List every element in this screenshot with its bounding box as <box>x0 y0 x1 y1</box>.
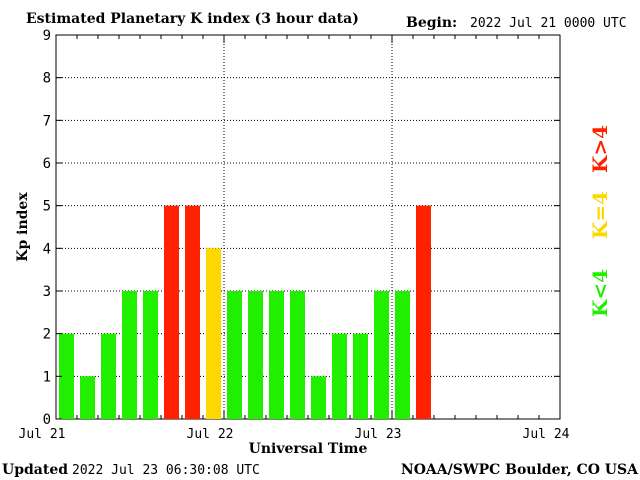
kp-bar <box>353 333 368 419</box>
x-tick-label: Jul 24 <box>523 427 570 442</box>
kp-bar <box>59 333 74 419</box>
kp-bar <box>206 248 221 419</box>
y-tick-label: 4 <box>43 241 51 257</box>
kp-bar <box>164 205 179 419</box>
kp-bar <box>416 205 431 419</box>
kp-bar <box>185 205 200 419</box>
x-axis-label: Universal Time <box>249 441 368 457</box>
kp-bar <box>143 291 158 419</box>
kp-bar <box>248 291 263 419</box>
legend-moderate: K=4 <box>588 191 612 239</box>
kp-bar <box>80 376 95 419</box>
kp-bar <box>101 333 116 419</box>
legend-quiet: K<4 <box>588 269 612 317</box>
y-tick-label: 1 <box>43 369 51 385</box>
y-tick-label: 9 <box>43 28 51 44</box>
y-tick-label: 8 <box>43 71 51 87</box>
x-ticks: Jul 21 Jul 22 Jul 23 Jul 24 <box>19 35 570 442</box>
y-ticks: 0 1 2 3 4 5 6 7 8 9 <box>43 28 560 428</box>
grid-lines <box>56 35 560 419</box>
y-axis-label: Kp index <box>15 192 31 262</box>
kp-bar <box>269 291 284 419</box>
chart-title: Estimated Planetary K index (3 hour data… <box>26 11 359 27</box>
kp-bar <box>290 291 305 419</box>
y-tick-label: 3 <box>43 284 51 300</box>
updated-label: Updated <box>2 462 68 478</box>
kp-bar <box>227 291 242 419</box>
y-tick-label: 5 <box>43 199 51 215</box>
updated-value: 2022 Jul 23 06:30:08 UTC <box>72 463 260 478</box>
kp-bar <box>122 291 137 419</box>
kp-bar <box>374 291 389 419</box>
bar-series <box>59 205 431 419</box>
x-tick-label: Jul 23 <box>355 427 402 442</box>
legend-storm: K>4 <box>588 125 612 173</box>
begin-label: Begin: <box>406 15 457 31</box>
y-tick-label: 0 <box>43 412 51 428</box>
x-tick-label: Jul 21 <box>19 427 66 442</box>
y-tick-label: 7 <box>43 113 51 129</box>
x-tick-label: Jul 22 <box>187 427 234 442</box>
source-label: NOAA/SWPC Boulder, CO USA <box>401 462 639 478</box>
y-tick-label: 6 <box>43 156 51 172</box>
begin-value: 2022 Jul 21 0000 UTC <box>470 16 627 31</box>
kp-bar <box>311 376 326 419</box>
kp-bar <box>395 291 410 419</box>
kp-bar <box>332 333 347 419</box>
y-tick-label: 2 <box>43 327 51 343</box>
